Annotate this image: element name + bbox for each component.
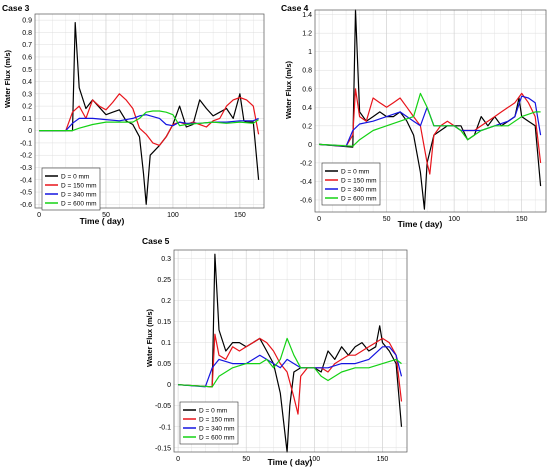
- y-tick-label: -0.3: [20, 165, 32, 172]
- series-line-3: [319, 95, 542, 147]
- x-tick-label: 0: [317, 216, 321, 223]
- y-tick-label: -0.5: [20, 190, 32, 197]
- y-tick-label: 0.6: [302, 86, 312, 93]
- legend-entry: D = 150 mm: [199, 417, 235, 424]
- x-tick-label: 50: [102, 212, 110, 219]
- series-lines: [319, 9, 542, 210]
- legend-entry: D = 340 mm: [199, 426, 235, 433]
- y-tick-label: 1.2: [302, 31, 312, 38]
- series-lines: [178, 253, 403, 453]
- y-tick-label: -0.2: [20, 153, 32, 160]
- series-line-3: [39, 114, 259, 132]
- y-tick-label: -0.6: [300, 197, 312, 204]
- legend-entry: D = 600 mm: [341, 196, 377, 203]
- legend-entry: D = 600 mm: [61, 201, 97, 208]
- chart-title: Case 3: [2, 3, 30, 13]
- y-tick-label: 0.25: [157, 277, 171, 284]
- plot-area-frame: [34, 13, 265, 209]
- x-tick-label: 100: [309, 456, 321, 463]
- y-tick-label: 0.4: [22, 79, 32, 86]
- y-tick-label: -0.6: [20, 202, 32, 209]
- x-tick-label: 100: [448, 216, 460, 223]
- series-line-4: [39, 110, 259, 132]
- y-axis-label: Water Flux (m/s): [3, 49, 12, 108]
- series-line-2: [39, 93, 260, 146]
- y-tick-label: 0.5: [22, 67, 32, 74]
- y-tick-label: -0.1: [20, 140, 32, 147]
- series-lines: [39, 22, 260, 205]
- chart-title: Case 5: [142, 236, 170, 246]
- x-axis-label: Time ( day): [398, 219, 443, 229]
- y-tick-label: 0.05: [157, 361, 171, 368]
- series-line-3: [178, 346, 403, 388]
- x-tick-label: 50: [242, 456, 250, 463]
- y-tick-label: 0.4: [302, 105, 312, 112]
- y-tick-label: 0.3: [161, 256, 171, 263]
- legend-entry: D = 600 mm: [199, 435, 235, 442]
- legend: D = 0 mm D = 150 mm D = 340 mm D = 600 mm: [179, 401, 239, 445]
- y-tick-label: 0.8: [302, 68, 312, 75]
- x-tick-label: 0: [37, 212, 41, 219]
- chart-panel-case-4: Case 4 Water Flux (m/s) Time ( day) -0.6…: [281, 3, 547, 229]
- y-tick-label: 0.6: [22, 54, 32, 61]
- y-tick-label: -0.2: [300, 160, 312, 167]
- legend-entry: D = 150 mm: [61, 183, 97, 190]
- y-tick-label: 0.7: [22, 42, 32, 49]
- y-tick-label: 0: [167, 382, 171, 389]
- x-tick-label: 150: [516, 216, 528, 223]
- y-tick-label: -0.1: [159, 424, 171, 431]
- y-tick-label: -0.4: [300, 179, 312, 186]
- series-line-2: [178, 333, 403, 415]
- series-line-2: [319, 88, 542, 175]
- y-tick-label: 0.1: [161, 340, 171, 347]
- x-axis-label: Time ( day): [268, 457, 313, 467]
- y-axis-label: Water Flux (m/s): [145, 308, 154, 367]
- x-tick-label: 100: [167, 212, 179, 219]
- legend-entry: D = 340 mm: [61, 192, 97, 199]
- legend-entry: D = 0 mm: [61, 174, 89, 181]
- y-tick-label: 0: [28, 128, 32, 135]
- legend-entry: D = 0 mm: [341, 169, 369, 176]
- tick-labels: -0.6 -0.4 -0.2 0 0.2 0.4 0.6 0.8 1 1.2 1.4 0 50 100 15…: [300, 12, 528, 223]
- x-tick-label: 0: [176, 456, 180, 463]
- y-tick-label: 0: [308, 142, 312, 149]
- legend-entry: D = 150 mm: [341, 178, 377, 185]
- x-tick-label: 50: [383, 216, 391, 223]
- y-tick-label: 0.3: [22, 91, 32, 98]
- y-tick-label: 0.9: [22, 18, 32, 25]
- y-tick-label: 1.4: [302, 12, 312, 19]
- grid: [315, 10, 546, 212]
- legend-entry: D = 340 mm: [341, 187, 377, 194]
- y-tick-label: 0.8: [22, 30, 32, 37]
- y-tick-label: -0.4: [20, 177, 32, 184]
- y-tick-label: 0.2: [22, 104, 32, 111]
- y-tick-label: -0.05: [155, 403, 171, 410]
- y-tick-label: 0.2: [302, 123, 312, 130]
- x-axis-label: Time ( day): [80, 216, 125, 226]
- y-tick-label: 1: [308, 49, 312, 56]
- y-tick-label: 0.2: [161, 298, 171, 305]
- chart-panel-case-5: Case 5 Water Flux (m/s) Time ( day) -0.1…: [142, 236, 408, 467]
- series-line-4: [319, 92, 541, 147]
- x-tick-label: 150: [377, 456, 389, 463]
- plot-area-frame: [173, 249, 408, 453]
- y-axis-label: Water Flux (m/s): [284, 60, 293, 119]
- plot-area-frame: [314, 9, 547, 213]
- x-tick-label: 150: [234, 212, 246, 219]
- y-tick-label: 0.15: [157, 319, 171, 326]
- chart-panel-case-3: Case 3 Water Flux (m/s) Time ( day) -0.6…: [2, 3, 265, 226]
- tick-labels: -0.6 -0.5 -0.4 -0.3 -0.2 -0.1 0 0.1 0.2 0.3 0.4 0.5…: [20, 18, 246, 219]
- tick-labels: -0.15 -0.1 -0.05 0 0.05 0.1 0.15 0.2 0.25 0.3 0 50 1…: [155, 256, 388, 463]
- y-tick-label: 0.1: [22, 116, 32, 123]
- chart-title: Case 4: [281, 3, 309, 13]
- legend: D = 0 mm D = 150 mm D = 340 mm D = 600 mm: [321, 162, 381, 206]
- series-line-4: [178, 337, 402, 388]
- legend-entry: D = 0 mm: [199, 408, 227, 415]
- legend: D = 0 mm D = 150 mm D = 340 mm D = 600 mm: [41, 167, 101, 211]
- y-tick-label: -0.15: [155, 445, 171, 452]
